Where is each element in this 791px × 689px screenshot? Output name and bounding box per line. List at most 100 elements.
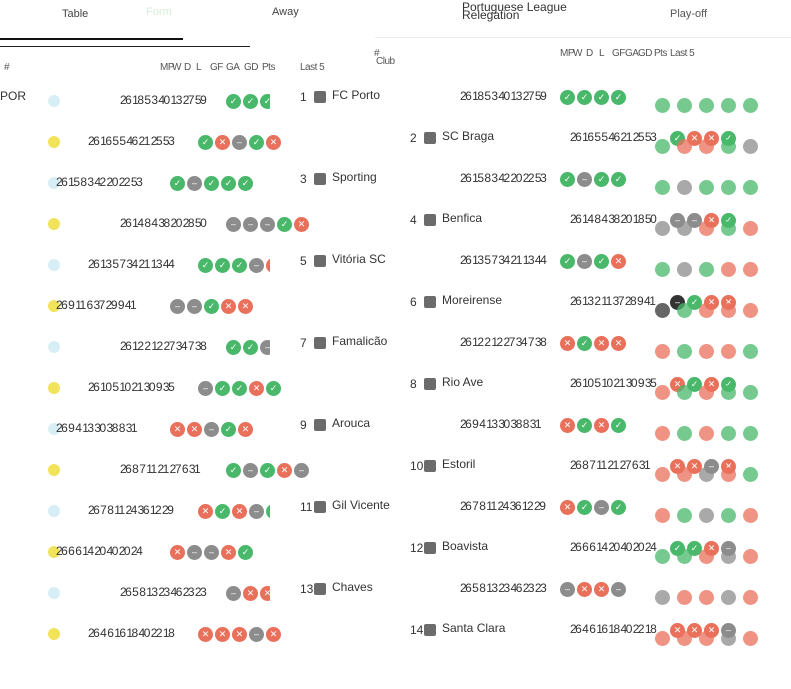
back-table-row[interactable]: 26 9 11 6 37 29 9 41– – ✓ ✕ ✕: [0, 295, 280, 319]
league-title: Portuguese League: [462, 0, 567, 14]
playoff-form-column: [655, 631, 758, 646]
back-table-row[interactable]: 26 10 5 10 21 30 9 35– ✓ ✓ ✕ ✓: [0, 377, 320, 401]
front-header-cell: #: [374, 48, 380, 59]
front-table-row[interactable]: 9 Arouca 26 9 4 13 30 38 8 31 ✕ ✓ ✕ ✓: [270, 414, 626, 438]
playoff-result-icon: [699, 139, 714, 154]
form-result-icon: ✓: [170, 176, 185, 191]
form-result-icon: –: [577, 254, 592, 269]
playoff-result-icon: [677, 590, 692, 605]
back-table-row[interactable]: 26 4 6 16 18 40 22 18 ✕ ✕ ✕ – ✕: [0, 623, 320, 647]
form-result-icon: ✓: [226, 340, 241, 355]
team-logo-icon: [48, 259, 60, 271]
playoff-result-icon: [721, 344, 736, 359]
front-team-stats: 26 6 6 14 20 40 20 24: [570, 540, 657, 554]
playoff-result-icon: [699, 549, 714, 564]
front-table-row[interactable]: 2 SC Braga 26 16 5 5 46 21 25 53 ✓ ✕ ✕ ✓: [380, 127, 736, 151]
back-team-stats: 26 9 11 6 37 29 9 41: [56, 298, 137, 312]
form-result-icon: ✓: [594, 254, 609, 269]
playoff-form-column: [655, 344, 758, 359]
form-result-icon: ✕: [277, 463, 292, 478]
playoff-result-icon: [699, 631, 714, 646]
front-team-position: 10: [410, 459, 424, 473]
front-header-cell: Club: [376, 56, 395, 67]
form-result-icon: ✓: [232, 258, 247, 273]
form-result-icon: ✕: [249, 381, 264, 396]
back-team-stats: 26 5 8 13 23 46 23 23: [120, 585, 207, 599]
form-result-icon: ✓: [215, 504, 230, 519]
front-table-row[interactable]: 12 Boavista 26 6 6 14 20 40 20 24 ✓ ✓ ✕ –: [380, 537, 736, 561]
playoff-result-icon: [743, 549, 758, 564]
form-result-icon: ✕: [594, 336, 609, 351]
back-table-row[interactable]: 26 9 4 13 30 38 8 31 ✕ ✕ – ✓ ✕: [0, 418, 280, 442]
back-table-row[interactable]: 26 8 7 11 21 27 6 31 ✓ – ✓ ✕ –: [0, 459, 360, 483]
playoff-result-icon: [699, 508, 714, 523]
playoff-label: Play-off: [670, 8, 708, 20]
front-header-divider: [375, 37, 791, 38]
team-logo-icon: [48, 628, 60, 640]
front-table-row[interactable]: 5 Vitória SC 26 13 5 7 34 21 13 44 ✓ – ✓ ✕: [270, 250, 626, 274]
playoff-form-column: [655, 262, 758, 277]
form-result-icon: ✕: [560, 500, 575, 515]
front-table-row[interactable]: 3 Sporting 26 15 8 3 42 20 22 53 ✓ – ✓ ✓: [270, 168, 626, 192]
form-result-icon: –: [170, 299, 185, 314]
form-result-icon: ✕: [238, 422, 253, 437]
playoff-result-icon: [743, 262, 758, 277]
back-form: ✕ ✕ ✕ – ✕: [198, 627, 281, 642]
front-table-row[interactable]: 6 Moreirense 26 13 2 11 37 28 9 41– ✓ ✕ ✕: [380, 291, 736, 315]
playoff-result-icon: [743, 631, 758, 646]
form-result-icon: ✕: [594, 582, 609, 597]
playoff-result-icon: [677, 98, 692, 113]
back-table-row[interactable]: 26 15 8 3 42 20 22 53 ✓ – ✓ ✓ ✓: [0, 172, 280, 196]
back-table-row[interactable]: 26 14 8 4 38 20 28 50– – – ✓ ✕: [0, 213, 360, 237]
front-table-row[interactable]: 4 Benfica 26 14 8 4 38 20 18 50 – – ✕ ✓: [380, 209, 736, 233]
front-header-cell: GD: [638, 48, 653, 59]
form-result-icon: ✕: [232, 627, 247, 642]
form-result-icon: ✓: [577, 336, 592, 351]
playoff-result-icon: [699, 303, 714, 318]
form-result-icon: –: [243, 217, 258, 232]
form-result-icon: –: [232, 135, 247, 150]
front-team-name: FC Porto: [332, 88, 381, 102]
playoff-result-icon: [699, 344, 714, 359]
playoff-result-icon: [721, 631, 736, 646]
playoff-result-icon: [655, 180, 670, 195]
team-logo-icon: [424, 378, 436, 390]
front-team-stats: 26 10 5 10 21 30 9 35: [570, 376, 657, 390]
front-table-row[interactable]: 11 Gil Vicente 26 7 8 11 24 36 12 29 ✕ ✓ – ✓: [270, 496, 626, 520]
form-result-icon: ✓: [611, 500, 626, 515]
team-logo-icon: [48, 218, 60, 230]
front-form: ✓ ✓ ✕ –: [670, 541, 736, 556]
tab-form-back[interactable]: Form: [146, 6, 172, 18]
front-table-row[interactable]: 13 Chaves 26 5 8 13 23 46 23 23– ✕ ✕ –: [270, 578, 626, 602]
form-result-icon: –: [560, 582, 575, 597]
front-form: – – ✕ ✓: [670, 213, 736, 228]
back-team-stats: 26 15 8 3 42 20 22 53: [56, 175, 143, 189]
form-result-icon: ✕: [221, 545, 236, 560]
playoff-result-icon: [721, 385, 736, 400]
back-table-row[interactable]: 26 13 5 7 34 21 13 44✓✓✓–✕: [0, 254, 320, 278]
playoff-result-icon: [721, 139, 736, 154]
front-table-row[interactable]: 10 Estoril 26 8 7 11 21 27 6 31 ✕ ✕ – ✕: [380, 455, 736, 479]
playoff-form-column: [655, 549, 758, 564]
front-table-row[interactable]: 8 Rio Ave 26 10 5 10 21 30 9 35 ✕ ✓ ✕ ✓: [380, 373, 736, 397]
tab-away-back[interactable]: Away: [272, 6, 299, 18]
playoff-result-icon: [699, 262, 714, 277]
front-team-stats: 26 14 8 4 38 20 18 50: [570, 212, 657, 226]
playoff-result-icon: [655, 549, 670, 564]
playoff-result-icon: [655, 631, 670, 646]
back-table-row[interactable]: 26 7 8 11 24 36 12 29✕✓✕–✓: [0, 500, 320, 524]
front-team-name: Santa Clara: [442, 621, 506, 635]
front-table-row[interactable]: 1 FC Porto 26 18 5 3 40 13 27 59 ✓ ✓ ✓ ✓: [270, 86, 626, 110]
front-header-cell: MP: [560, 48, 575, 59]
tab-table-back[interactable]: Table: [62, 8, 89, 20]
playoff-result-icon: [721, 467, 736, 482]
front-table-row[interactable]: 7 Famalicão 26 12 2 12 27 34 7 38 ✕ ✓ ✕ ✕: [270, 332, 626, 356]
front-team-name: Arouca: [332, 416, 371, 430]
form-result-icon: ✕: [170, 545, 185, 560]
playoff-result-icon: [677, 467, 692, 482]
back-table-row[interactable]: 26 6 6 14 20 40 20 24 ✕ – – ✕ ✓: [0, 541, 280, 565]
back-team-stats: 26 14 8 4 38 20 28 50: [120, 216, 207, 230]
front-table-row[interactable]: 14 Santa Clara 26 4 6 16 18 40 22 18 ✕ ✕ ✕ –: [380, 619, 736, 643]
front-team-name: Estoril: [442, 457, 476, 471]
